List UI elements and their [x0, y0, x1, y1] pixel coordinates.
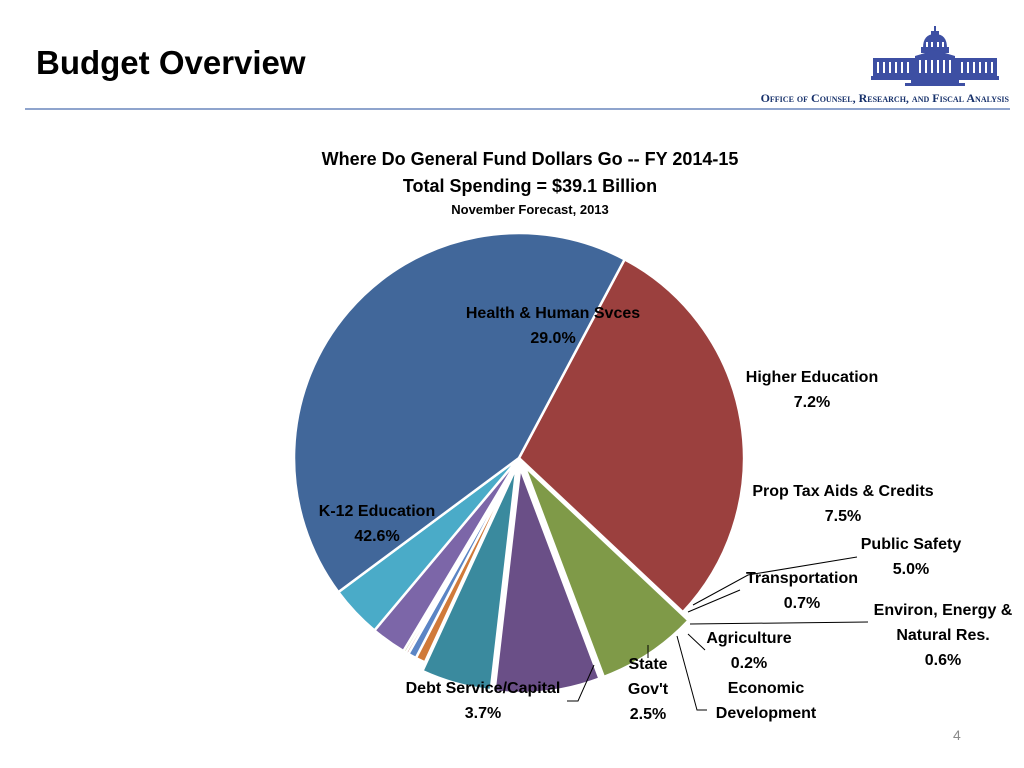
leader-line-debt-service-capital	[567, 664, 595, 702]
page-title: Budget Overview	[36, 44, 306, 81]
pie-slice-higher-education	[523, 465, 691, 679]
pie-slice-prop-tax-aids-and-credits	[493, 467, 602, 695]
chart-title: Where Do General Fund Dollars Go -- FY 2…	[321, 149, 739, 169]
data-label-agriculture: Agriculture 0.2%	[706, 630, 791, 672]
header-divider	[25, 108, 1010, 110]
data-label-economic-development: Economic Development	[716, 680, 817, 722]
data-label-health-and-human-svces: Health & Human Svces 29.0%	[466, 305, 640, 347]
capitol-building-icon	[871, 26, 999, 86]
data-label-higher-education: Higher Education 7.2%	[746, 369, 878, 411]
pie-slice-k-12-education	[292, 231, 627, 594]
data-label-prop-tax-aids-and-credits: Prop Tax Aids & Credits 7.5%	[752, 483, 933, 525]
data-label-debt-service-capital: Debt Service/Capital 3.7%	[406, 680, 561, 722]
data-label-environ-energy-and-natural-res: Environ, Energy & Natural Res. 0.6%	[874, 602, 1013, 669]
leader-line-environ-energy-and-natural-res	[689, 621, 869, 625]
pie-slice-health-and-human-svces	[517, 257, 746, 614]
data-label-k-12-education: K-12 Education 42.6%	[319, 503, 435, 545]
leader-line-agriculture	[687, 633, 706, 651]
data-label-state-gov-t: State Gov't 2.5%	[628, 656, 669, 723]
data-label-transportation: Transportation 0.7%	[746, 570, 858, 612]
leader-line-transportation	[687, 589, 741, 613]
chart-subtitle: Total Spending = $39.1 Billion	[402, 176, 658, 196]
leader-line-public-safety	[692, 556, 858, 606]
page-number: 4	[953, 727, 961, 743]
office-name: Office of Counsel, Research, and Fiscal …	[760, 91, 1009, 105]
leader-line-economic-development	[676, 635, 707, 711]
pie-slice-public-safety	[420, 466, 518, 692]
data-label-public-safety: Public Safety 5.0%	[861, 536, 962, 578]
chart-note: November Forecast, 2013	[451, 202, 609, 217]
